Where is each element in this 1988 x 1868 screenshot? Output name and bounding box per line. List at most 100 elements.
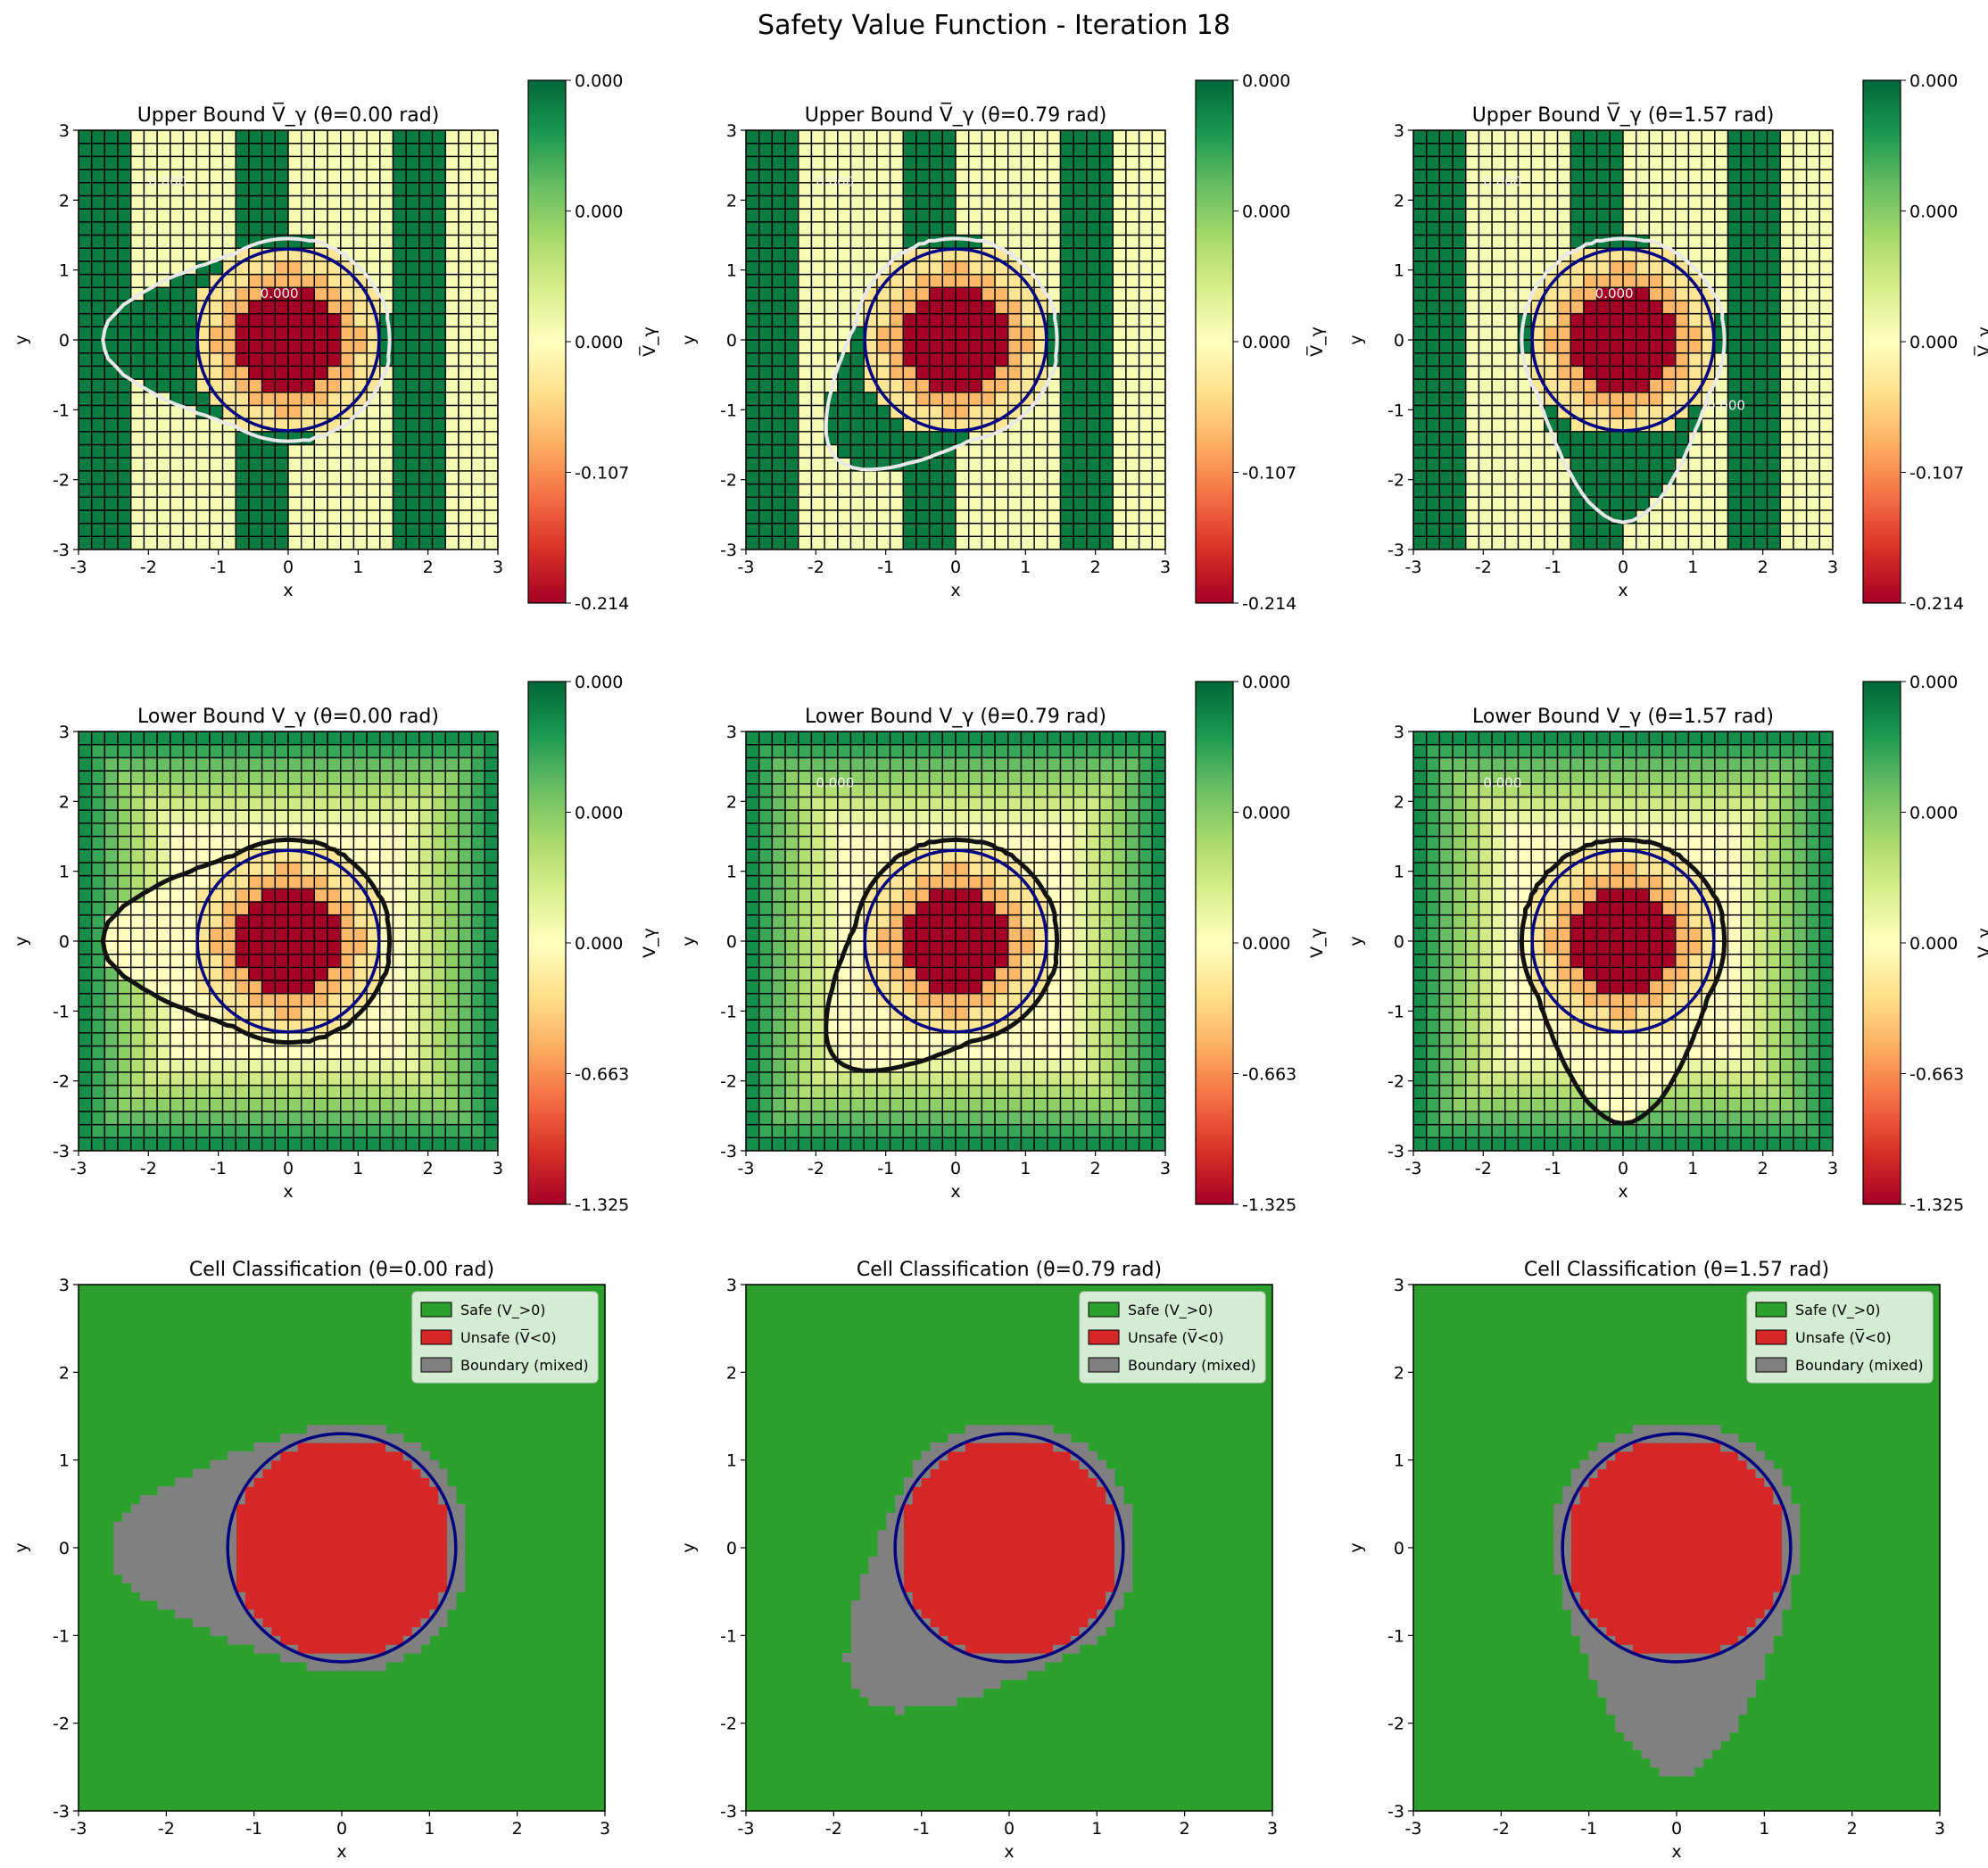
grid-cell xyxy=(1583,404,1598,419)
grid-cell xyxy=(915,431,931,446)
grid-cell xyxy=(209,431,224,446)
grid-cell xyxy=(863,1005,878,1021)
grid-cell xyxy=(1648,535,1663,550)
grid-cell xyxy=(1779,234,1794,249)
grid-cell xyxy=(994,208,1009,223)
grid-cell xyxy=(484,470,498,485)
grid-cell xyxy=(221,1137,236,1151)
grid-cell xyxy=(981,535,996,550)
grid-cell xyxy=(274,731,289,746)
grid-cell xyxy=(849,417,865,433)
grid-cell xyxy=(444,351,460,368)
grid-cell xyxy=(798,953,813,969)
grid-cell xyxy=(1675,300,1690,315)
grid-cell xyxy=(1086,286,1101,302)
grid-cell xyxy=(784,862,799,877)
grid-cell xyxy=(392,483,407,498)
grid-cell xyxy=(1818,457,1833,472)
grid-cell xyxy=(981,208,996,223)
grid-cell xyxy=(1556,286,1571,302)
grid-cell xyxy=(1425,234,1441,249)
grid-cell xyxy=(928,1097,944,1112)
grid-cell xyxy=(915,940,931,955)
grid-cell xyxy=(274,351,289,368)
grid-cell xyxy=(1098,483,1114,498)
grid-cell xyxy=(967,286,983,302)
contour-label: 0.000 xyxy=(1483,174,1521,190)
grid-cell xyxy=(1020,234,1035,249)
grid-cell xyxy=(379,392,394,407)
grid-cell xyxy=(1478,312,1493,328)
grid-cell xyxy=(1661,443,1677,459)
grid-cell xyxy=(1491,457,1506,472)
grid-cell xyxy=(771,443,786,459)
grid-cell xyxy=(431,835,446,850)
grid-cell xyxy=(810,927,825,942)
grid-cell xyxy=(1766,404,1781,419)
grid-cell xyxy=(117,756,132,772)
grid-cell xyxy=(771,221,786,236)
grid-cell xyxy=(1478,339,1493,354)
grid-cell xyxy=(1059,155,1074,170)
grid-cell xyxy=(366,783,381,798)
grid-cell xyxy=(405,470,420,485)
grid-cell xyxy=(1793,260,1808,276)
grid-cell xyxy=(444,208,460,223)
grid-cell xyxy=(941,953,957,969)
grid-cell xyxy=(1425,404,1441,419)
grid-cell xyxy=(431,443,446,459)
grid-cell xyxy=(1413,535,1428,550)
grid-cell xyxy=(837,1111,852,1126)
grid-cell xyxy=(784,365,799,380)
grid-cell xyxy=(1595,155,1611,170)
grid-cell xyxy=(274,901,289,916)
grid-cell xyxy=(379,796,394,811)
grid-cell xyxy=(392,273,407,288)
grid-cell xyxy=(300,940,316,955)
grid-cell xyxy=(1098,351,1114,368)
grid-cell xyxy=(327,783,342,798)
grid-cell xyxy=(1098,221,1114,236)
grid-cell xyxy=(1047,260,1062,276)
colorbar-tick-label: -0.214 xyxy=(1909,594,1964,614)
grid-cell xyxy=(392,378,407,393)
grid-cell xyxy=(313,365,328,380)
grid-cell xyxy=(1714,194,1729,210)
grid-cell xyxy=(981,796,996,811)
colorbar-tick-label: -0.107 xyxy=(575,464,629,484)
grid-cell xyxy=(1151,378,1165,393)
grid-cell xyxy=(784,848,799,864)
grid-cell xyxy=(1138,130,1154,145)
grid-cell xyxy=(79,993,93,1008)
grid-cell xyxy=(248,378,263,393)
grid-cell xyxy=(405,535,420,550)
grid-cell xyxy=(379,770,394,785)
grid-cell xyxy=(1112,169,1127,184)
grid-cell xyxy=(1452,221,1467,236)
grid-cell xyxy=(287,392,302,407)
grid-cell xyxy=(981,404,996,419)
grid-cell xyxy=(287,966,302,981)
grid-cell xyxy=(1086,470,1101,485)
grid-cell xyxy=(1635,431,1651,446)
grid-cell xyxy=(248,392,263,407)
grid-cell xyxy=(287,993,302,1008)
grid-cell xyxy=(994,169,1009,184)
grid-cell xyxy=(287,326,302,341)
grid-cell xyxy=(1661,286,1677,302)
grid-cell xyxy=(327,312,342,328)
grid-cell xyxy=(967,300,983,315)
grid-cell xyxy=(117,470,132,485)
grid-cell xyxy=(484,286,498,302)
grid-cell xyxy=(130,443,145,459)
grid-cell xyxy=(1544,234,1559,249)
grid-cell xyxy=(771,535,786,550)
grid-cell xyxy=(484,194,498,210)
grid-cell xyxy=(1805,312,1821,328)
grid-cell xyxy=(117,286,132,302)
grid-cell xyxy=(928,913,944,930)
grid-cell xyxy=(79,142,93,158)
grid-cell xyxy=(156,1123,171,1139)
grid-cell xyxy=(928,783,944,798)
grid-cell xyxy=(955,182,970,197)
